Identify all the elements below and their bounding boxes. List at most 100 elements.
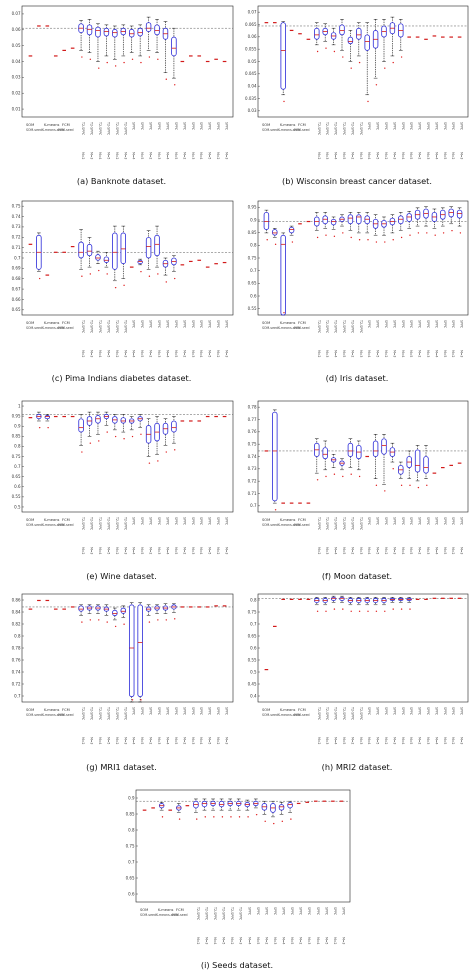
x-label-m: M=3 [426,350,430,357]
y-tick-label: 0.71 [12,245,21,250]
outlier [114,625,117,628]
x-label-method: SPPC [384,517,388,526]
outlier [417,486,420,489]
x-label-m: M=5 [409,547,413,554]
x-label-method: SPPC [299,907,303,916]
x-label-method: SPPC [132,707,136,716]
outlier [283,312,285,314]
y-tick-label: 0.85 [12,434,21,439]
outlier [333,50,336,53]
x-label-method: SPPC [392,517,396,526]
x-label-m: M=3 [90,350,94,357]
y-tick-label: 0.6 [128,891,135,896]
caption-i: (i) Seeds dataset. [200,960,274,970]
x-label-method: SPPC [165,320,169,329]
box [414,449,421,473]
x-label-m: M=4 [98,737,102,744]
y-tick-label: 0.75 [248,255,257,260]
outlier [350,236,352,239]
outlier [174,618,176,620]
x-label-m: M=3 [157,152,161,159]
caption-e: (e) Wine dataset. [86,571,157,581]
x-label-method: T2-SPPC [359,121,363,136]
outlier [148,462,151,464]
y-tick-label: 0.71 [248,491,257,496]
box [128,28,135,38]
x-label-m: M=2 [81,152,85,159]
x-label-seed: K-means-seed [42,326,64,330]
x-label-method: SPPC [384,707,388,716]
x-label-m: M=5 [256,937,260,944]
x-label-m: M=2 [149,152,153,159]
x-label-method: SPPC [409,707,413,716]
x-label-method: T2-SPPC [204,906,208,921]
x-label-m: M=4 [132,547,136,554]
x-label-m: M=2 [216,350,220,357]
x-label-m: M=3 [392,350,396,357]
x-label-m: M=3 [341,937,345,944]
y-tick-label: 0.75 [12,454,21,459]
outlier [392,608,394,610]
y-tick-label: 0.04 [248,83,257,88]
outlier [283,100,285,103]
box [356,27,362,40]
x-label-method: T2-SPPC [90,706,94,721]
y-tick-label: 0.65 [248,281,257,286]
y-tick-label: 0.78 [12,645,21,650]
box [339,596,345,601]
x-label-m: M=5 [409,350,413,357]
x-label-m: M=4 [132,350,136,357]
x-label-m: M=3 [90,547,94,554]
x-label-m: M=2 [451,547,455,554]
y-tick-label: 0.5 [14,504,21,509]
outlier [325,610,327,612]
x-label-baseline: SOM [262,321,270,325]
x-label-method: T2-SPPC [359,319,363,334]
x-label-m: M=4 [98,152,102,159]
x-label-m: M=4 [434,152,438,159]
x-label-m: M=5 [376,737,380,744]
x-label-method: T2-SPPC [98,706,102,721]
x-label-method: SPPC [182,707,186,716]
y-tick-label: 0.7 [14,464,21,469]
box [280,22,286,90]
x-label-baseline: FCM [176,908,184,912]
x-label-method: T2-SPPC [334,706,338,721]
x-label-method: SPPC [132,320,136,329]
outlier [247,816,249,818]
x-label-m: M=3 [325,152,329,159]
x-label-method: T2-SPPC [106,516,110,531]
y-tick-label: 0.67 [12,286,21,291]
x-label-method: SPPC [443,707,447,716]
x-label-baseline: K-means [44,123,59,127]
caption-f: (f) Moon dataset. [321,571,393,581]
y-tick-label: 0.74 [248,454,257,459]
x-label-m: M=3 [225,547,229,554]
x-label-m: M=4 [282,937,286,944]
x-label-m: M=3 [392,547,396,554]
y-tick-label: 0.5 [250,669,257,674]
x-label-method: SPPC [443,517,447,526]
x-label-method: SPPC [157,517,161,526]
outlier [131,699,134,701]
y-tick-label: 0.9 [14,424,21,429]
x-label-method: SPPC [401,122,405,131]
x-label-m: M=5 [376,547,380,554]
x-label-method: T2-SPPC [115,706,119,721]
x-label-baseline: SOM [26,123,34,127]
x-label-m: M=5 [174,350,178,357]
box [201,800,208,808]
outlier [174,277,176,280]
outlier [325,47,327,49]
outlier [98,67,100,69]
outlier [409,234,411,236]
y-tick-label: 0.05 [248,59,257,64]
outlier [114,65,117,67]
x-label-m: M=2 [216,152,220,159]
outlier [442,232,445,234]
y-tick-label: 1 [18,403,21,408]
x-label-method: SPPC [140,122,144,131]
y-tick-label: 0.73 [12,224,21,229]
x-label-method: T2-SPPC [81,121,85,136]
x-label-m: M=2 [115,350,119,357]
